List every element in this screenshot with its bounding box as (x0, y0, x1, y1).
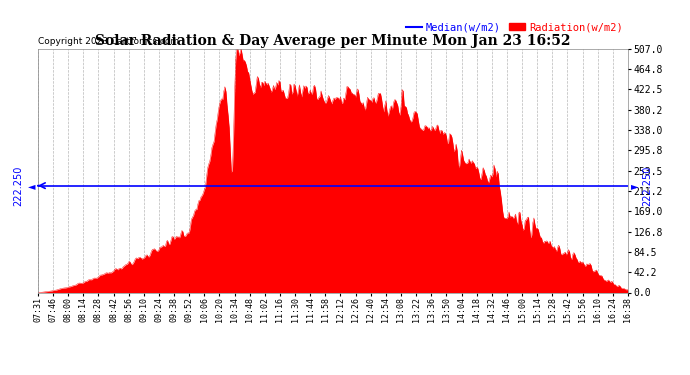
Title: Solar Radiation & Day Average per Minute Mon Jan 23 16:52: Solar Radiation & Day Average per Minute… (95, 34, 571, 48)
Legend: Median(w/m2), Radiation(w/m2): Median(w/m2), Radiation(w/m2) (406, 22, 622, 32)
Text: ►: ► (631, 181, 638, 190)
Text: 222.250: 222.250 (13, 165, 23, 206)
Text: ◄: ◄ (28, 181, 35, 190)
Text: 222.250: 222.250 (642, 165, 653, 206)
Text: Copyright 2023 Cartronics.com: Copyright 2023 Cartronics.com (38, 38, 179, 46)
